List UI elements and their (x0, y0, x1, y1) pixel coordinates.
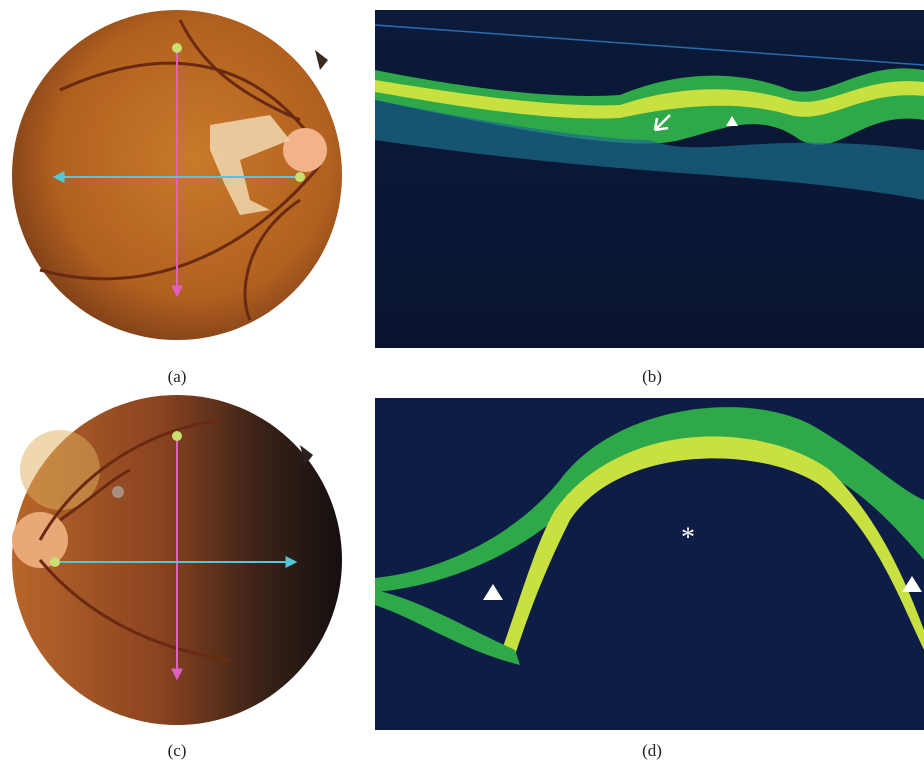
panel-label: (c) (168, 741, 187, 760)
oct-d (375, 398, 924, 730)
annotation: * (681, 522, 695, 553)
panel-label: (d) (642, 741, 662, 760)
fundus-a (12, 10, 342, 340)
fundus-c (12, 395, 342, 725)
panel-label: (a) (168, 367, 187, 386)
panel-label: (b) (642, 367, 662, 386)
oct-b (374, 10, 924, 348)
